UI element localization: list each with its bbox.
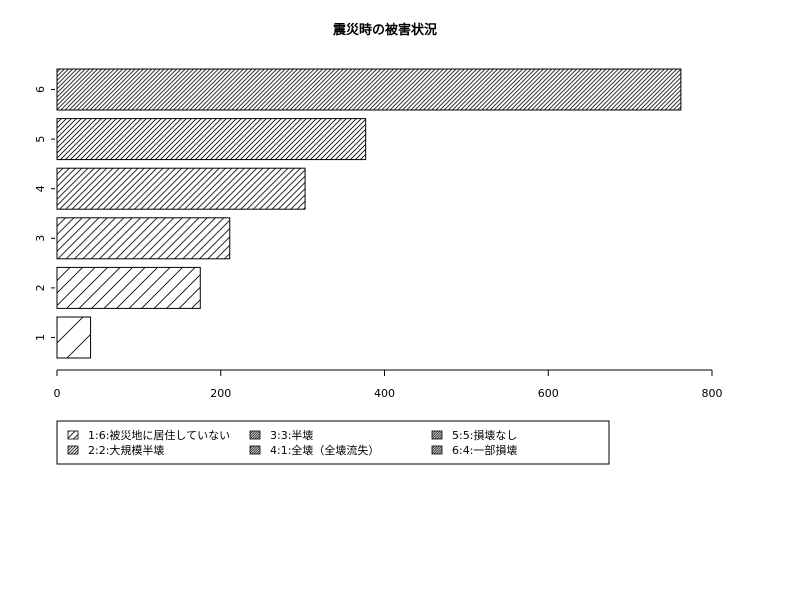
x-tick-label: 200	[210, 387, 231, 400]
legend-label: 4:1:全壊（全壊流失）	[270, 443, 379, 457]
chart-title: 震災時の被害状況	[332, 22, 437, 38]
y-axis: 1 2 3 4 5 6	[34, 86, 55, 341]
x-tick-label: 400	[374, 387, 395, 400]
legend-box	[56, 420, 610, 465]
y-tick-label-1: 1	[34, 334, 47, 341]
y-tick-label-3: 3	[34, 235, 47, 242]
y-tick-label-2: 2	[34, 284, 47, 291]
bars-group	[56, 68, 682, 359]
legend-swatch	[431, 445, 443, 455]
y-tick-label-6: 6	[34, 86, 47, 93]
legend-swatch	[67, 430, 79, 440]
legend-label: 5:5:損壊なし	[452, 428, 517, 442]
legend-label: 2:2:大規模半壊	[88, 443, 164, 457]
legend-label: 6:4:一部損壊	[452, 443, 517, 457]
bar-4	[56, 167, 306, 210]
x-tick-label: 600	[538, 387, 559, 400]
bar-1	[56, 316, 92, 359]
x-tick-label: 0	[54, 387, 61, 400]
y-tick-label-4: 4	[34, 185, 47, 192]
bar-6	[56, 68, 682, 111]
legend-label: 3:3:半壊	[270, 428, 313, 442]
bar-5	[56, 118, 367, 161]
bar-3	[56, 217, 231, 260]
legend-swatch	[249, 430, 261, 440]
y-tick-label-5: 5	[34, 136, 47, 143]
x-tick-label: 800	[702, 387, 723, 400]
x-axis: 0 200 400 600 800	[54, 369, 723, 400]
legend-swatch	[249, 445, 261, 455]
legend-swatch	[431, 430, 443, 440]
legend-label: 1:6:被災地に居住していない	[88, 428, 230, 442]
bar-2	[56, 266, 201, 309]
legend-swatch	[67, 445, 79, 455]
